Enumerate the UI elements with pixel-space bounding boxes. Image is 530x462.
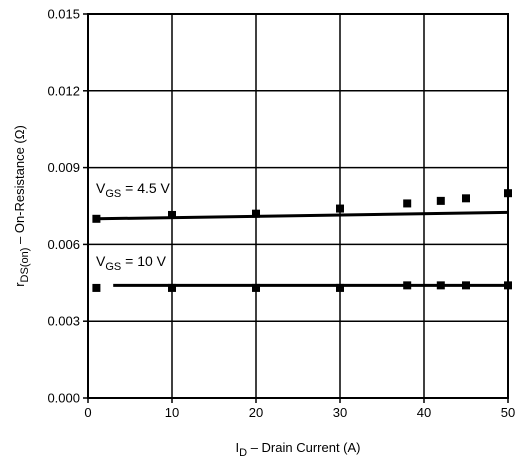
y-tick-label: 0.003 [47, 314, 80, 329]
x-tick-label: 40 [417, 405, 431, 420]
point-series-0-2 [252, 209, 260, 218]
x-tick-label: 10 [165, 405, 179, 420]
y-tick-label: 0.012 [47, 83, 80, 98]
point-series-1-0 [92, 283, 101, 292]
y-tick-labels: 0.000 0.003 0.006 0.009 0.012 0.015 [47, 7, 88, 406]
point-series-0-5 [436, 196, 445, 205]
point-series-1-6 [462, 281, 470, 290]
x-tick-label: 30 [333, 405, 347, 420]
y-tick-label: 0.009 [47, 160, 80, 175]
x-axis-label: ID – Drain Current (A) [236, 440, 361, 459]
series-label-vgs-10: VGS = 10 V [96, 253, 167, 273]
fit-line-series-0 [96, 210, 509, 221]
point-series-1-2 [252, 283, 260, 292]
point-series-0-4 [403, 199, 412, 208]
point-series-1-7 [504, 281, 512, 290]
point-series-0-0 [92, 214, 101, 223]
data-points [92, 189, 512, 292]
x-tick-label: 0 [84, 405, 91, 420]
y-tick-label: 0.015 [47, 7, 80, 22]
point-series-0-3 [336, 204, 344, 213]
y-tick-label: 0.000 [47, 391, 80, 406]
point-series-1-4 [403, 281, 412, 290]
point-series-1-1 [168, 283, 176, 292]
x-tick-label: 20 [249, 405, 263, 420]
x-tick-label: 50 [501, 405, 515, 420]
plot-frame [87, 13, 509, 399]
plot-background [88, 14, 508, 398]
point-series-0-7 [504, 189, 512, 198]
point-series-0-6 [462, 194, 470, 203]
y-tick-label: 0.006 [47, 237, 80, 252]
series-label-vgs-4-5: VGS = 4.5 V [96, 180, 171, 200]
y-axis-label: rDS(on) – On-Resistance (Ω) [12, 125, 31, 287]
point-series-1-5 [436, 281, 445, 290]
point-series-0-1 [168, 210, 176, 219]
x-tick-labels: 0 10 20 30 40 50 [84, 398, 515, 420]
point-series-1-3 [336, 283, 344, 292]
